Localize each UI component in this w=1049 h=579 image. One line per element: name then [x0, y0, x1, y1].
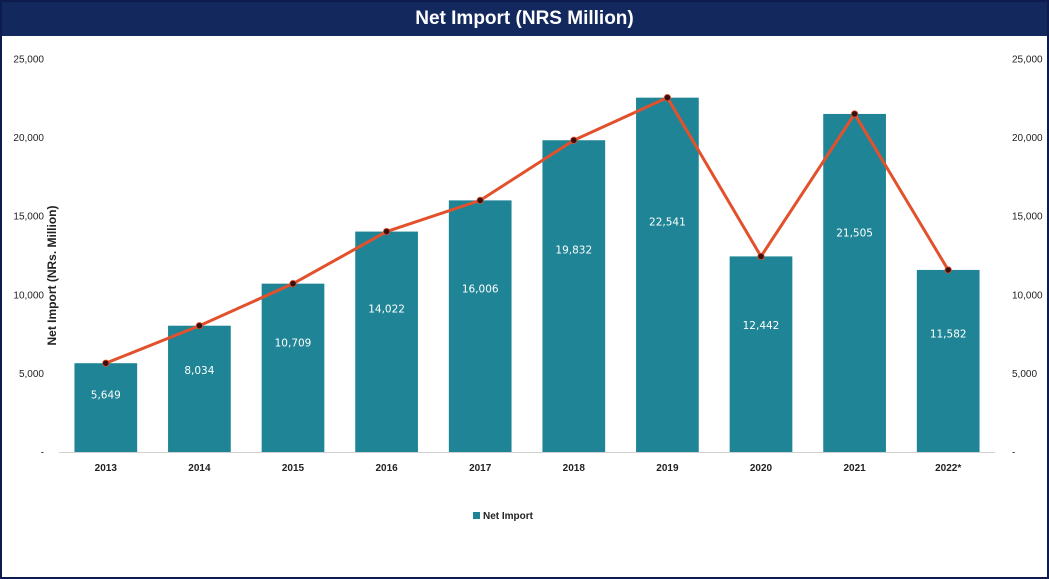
- x-tick-label: 2021: [843, 463, 866, 474]
- x-tick-label: 2018: [563, 463, 586, 474]
- x-tick-label: 2016: [375, 463, 398, 474]
- bar: [448, 200, 512, 452]
- line-marker: [944, 266, 952, 274]
- data-label: 19,832: [555, 244, 592, 256]
- line-marker: [663, 94, 672, 102]
- data-label: 16,006: [462, 283, 499, 295]
- bar: [916, 269, 980, 452]
- y-tick-label-left: 20,000: [13, 133, 44, 144]
- line-marker: [757, 252, 765, 261]
- legend: Net Import: [473, 511, 534, 522]
- y-tick-label-right: 10,000: [1012, 290, 1043, 301]
- line-marker: [382, 227, 391, 236]
- data-label: 5,649: [91, 389, 121, 401]
- legend-label: Net Import: [483, 511, 534, 522]
- chart-canvas: Net Import (NRs. Million) - 5,000 10,000 15…: [13, 55, 1043, 523]
- y-tick-label-left: 25,000: [13, 55, 44, 66]
- x-tick-label: 2020: [750, 463, 773, 474]
- y-tick-label-right: -: [1012, 448, 1015, 459]
- data-label: 14,022: [368, 304, 405, 316]
- data-label: 12,442: [743, 320, 780, 332]
- legend-swatch: [473, 512, 480, 519]
- bar: [823, 113, 886, 452]
- y-tick-label-right: 5,000: [1012, 369, 1037, 380]
- y-tick-label-right: 15,000: [1012, 212, 1043, 223]
- bar: [355, 231, 418, 452]
- bar: [261, 283, 325, 452]
- y-axis-title-group: Net Import (NRs. Million): [45, 206, 59, 346]
- y-axis-title: Net Import (NRs. Million): [45, 206, 59, 346]
- bar: [168, 325, 231, 452]
- x-tick-label: 2022*: [935, 463, 961, 474]
- line-marker: [476, 196, 484, 204]
- chart-title: Net Import (NRS Million): [2, 2, 1047, 36]
- data-label: 22,541: [649, 217, 686, 229]
- x-tick-label: 2013: [95, 463, 118, 474]
- data-label: 10,709: [275, 338, 312, 350]
- line-marker: [289, 280, 297, 288]
- left-axis-ticks: - 5,000 10,000 15,000 20,000 25,000: [13, 55, 44, 459]
- data-labels-group: 5,649 8,034 10,709 14,022 16,006 19,832 22,541…: [91, 217, 967, 402]
- bar: [74, 363, 138, 452]
- data-label: 21,505: [836, 227, 873, 239]
- line-marker: [195, 322, 203, 330]
- y-tick-label-left: 10,000: [13, 290, 44, 301]
- x-tick-label: 2017: [469, 463, 492, 474]
- x-tick-label: 2015: [282, 463, 305, 474]
- y-tick-label-left: 5,000: [19, 369, 44, 380]
- right-axis-ticks: - 5,000 10,000 15,000 20,000 25,000: [1012, 55, 1043, 459]
- y-tick-label-right: 25,000: [1012, 55, 1043, 66]
- y-tick-label-left: -: [41, 448, 44, 459]
- y-tick-label-right: 20,000: [1012, 133, 1043, 144]
- data-label: 8,034: [184, 365, 214, 377]
- bar: [729, 256, 793, 452]
- bar: [636, 97, 699, 452]
- x-tick-label: 2019: [656, 463, 679, 474]
- data-label: 11,582: [930, 329, 967, 341]
- y-tick-label-left: 15,000: [13, 212, 44, 223]
- trend-line: [105, 96, 950, 365]
- line-marker: [850, 110, 859, 118]
- line-marker: [570, 136, 578, 144]
- x-axis-ticks: 2013 2014 2015 2016 2017 2018 2019 2020 2021 2022…: [95, 463, 962, 474]
- bars-group: [74, 97, 980, 452]
- x-tick-label: 2014: [188, 463, 211, 474]
- trend-line-group: [102, 94, 952, 367]
- line-marker: [102, 359, 110, 367]
- bar: [542, 140, 606, 452]
